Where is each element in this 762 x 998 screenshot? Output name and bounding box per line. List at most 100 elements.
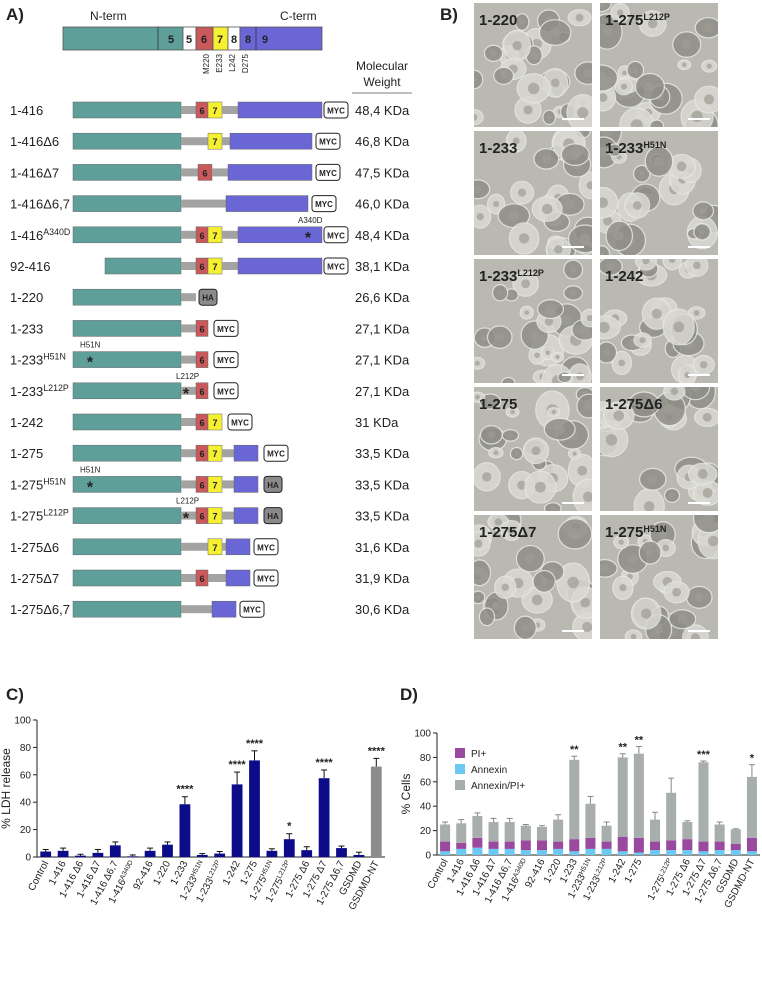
construct-name: 1-275H51N	[10, 476, 66, 492]
micrograph-label: 1-275H51N	[605, 524, 666, 541]
construct-name: 1-416	[10, 103, 43, 118]
tag-box	[253, 538, 279, 556]
panel-label: B)	[440, 5, 458, 24]
cell-nucleus	[618, 359, 626, 367]
bar-segment	[746, 776, 757, 838]
tag-box	[263, 444, 289, 462]
bar-segment	[488, 841, 499, 849]
cell-nucleus	[670, 387, 679, 396]
cell-nucleus	[694, 592, 704, 602]
molecular-weight: 46,8 KDa	[355, 134, 410, 149]
cell-nucleus	[682, 62, 687, 68]
cell-nucleus	[542, 154, 551, 164]
cell-nucleus	[482, 472, 492, 482]
significance-label: ****	[229, 759, 247, 771]
bar-segment	[440, 824, 451, 842]
tag-box	[213, 382, 239, 400]
cell-nucleus	[475, 595, 481, 600]
domain-number: 7	[217, 34, 223, 46]
micrograph	[474, 515, 592, 639]
micrograph-label: 1-275L212P	[605, 12, 670, 29]
molecular-weight: 33,5 KDa	[355, 509, 410, 524]
cell	[474, 179, 491, 200]
construct-segment	[211, 600, 237, 618]
mutation-star: *	[87, 355, 94, 372]
bar-segment	[536, 850, 547, 855]
bar-segment	[585, 837, 596, 849]
bar-segment	[504, 822, 515, 842]
cell-nucleus	[561, 314, 573, 326]
construct-segment	[225, 538, 251, 556]
domain-number: 9	[262, 34, 268, 46]
construct-segment	[181, 199, 226, 208]
bar-segment	[472, 847, 483, 855]
y-tick-label: 80	[20, 743, 32, 754]
construct-name-sup: L212P	[43, 383, 69, 393]
construct-segment	[181, 230, 196, 239]
cell-nucleus	[541, 203, 553, 215]
micrograph-label-base: 1-275	[605, 524, 643, 541]
cell-nucleus	[603, 216, 613, 226]
cell-nucleus	[703, 23, 713, 33]
cell-nucleus	[614, 231, 624, 241]
cell-nucleus	[518, 188, 527, 197]
cell-nucleus	[706, 63, 712, 69]
cell-nucleus	[622, 70, 627, 76]
micrograph	[474, 387, 592, 511]
construct-segment	[222, 137, 230, 146]
construct-segment	[181, 262, 196, 270]
domain-number: 6	[199, 356, 204, 366]
bar	[353, 854, 365, 857]
construct-name: 1-233	[10, 321, 43, 336]
residue-label: M220	[202, 53, 211, 74]
construct-segment	[225, 569, 251, 587]
cell-nucleus	[534, 481, 546, 493]
construct-segment	[72, 320, 182, 337]
construct-name-sup: H51N	[43, 476, 66, 486]
cell-nucleus	[697, 469, 708, 479]
molecular-weight: 38,1 KDa	[355, 259, 410, 274]
cell-nucleus	[677, 614, 687, 624]
tag-label: MYC	[267, 450, 285, 459]
molecular-weight: 48,4 KDa	[355, 103, 410, 118]
bar	[231, 784, 243, 857]
mutation-star: *	[87, 479, 94, 496]
construct-segment	[181, 449, 196, 458]
bar-segment	[698, 841, 709, 852]
cell-nucleus	[493, 450, 499, 456]
cell-nucleus	[507, 432, 514, 439]
cell-nucleus	[646, 548, 654, 557]
construct-segment	[181, 293, 196, 302]
cell-nucleus	[600, 93, 608, 102]
construct-segment	[222, 230, 238, 239]
micrograph-label-sup: L212P	[517, 268, 544, 278]
cell-nucleus	[567, 576, 579, 589]
construct-segment	[181, 480, 196, 489]
cell-nucleus	[676, 161, 687, 172]
construct-name: 1-275Δ7	[10, 571, 59, 586]
molecular-weight: 46,0 KDa	[355, 197, 410, 212]
construct-segment	[181, 386, 196, 395]
micrograph-label: 1-275Δ7	[479, 524, 537, 541]
x-tick-label: 1-275	[623, 857, 645, 885]
micrograph-label-sup: L212P	[643, 12, 670, 22]
bar-segment	[585, 848, 596, 855]
cell-nucleus	[531, 446, 541, 456]
cell-nucleus	[474, 360, 480, 366]
x-tick-label-sup: H51N	[578, 857, 592, 876]
construct-segment	[181, 106, 196, 114]
cell-nucleus	[514, 451, 519, 456]
legend-swatch	[455, 764, 465, 774]
bar-segment	[650, 850, 661, 855]
micrograph	[474, 3, 592, 127]
bar	[162, 844, 173, 857]
construct-segment	[222, 542, 226, 551]
legend-swatch	[455, 780, 465, 790]
construct-name: 1-416A340D	[10, 227, 70, 243]
cell-nucleus	[527, 82, 540, 95]
x-tick-label-base: 1-275	[646, 874, 668, 902]
bar-segment	[617, 851, 628, 855]
cell-nucleus	[627, 553, 638, 565]
construct-segment	[72, 226, 182, 244]
cell-nucleus	[575, 13, 584, 22]
